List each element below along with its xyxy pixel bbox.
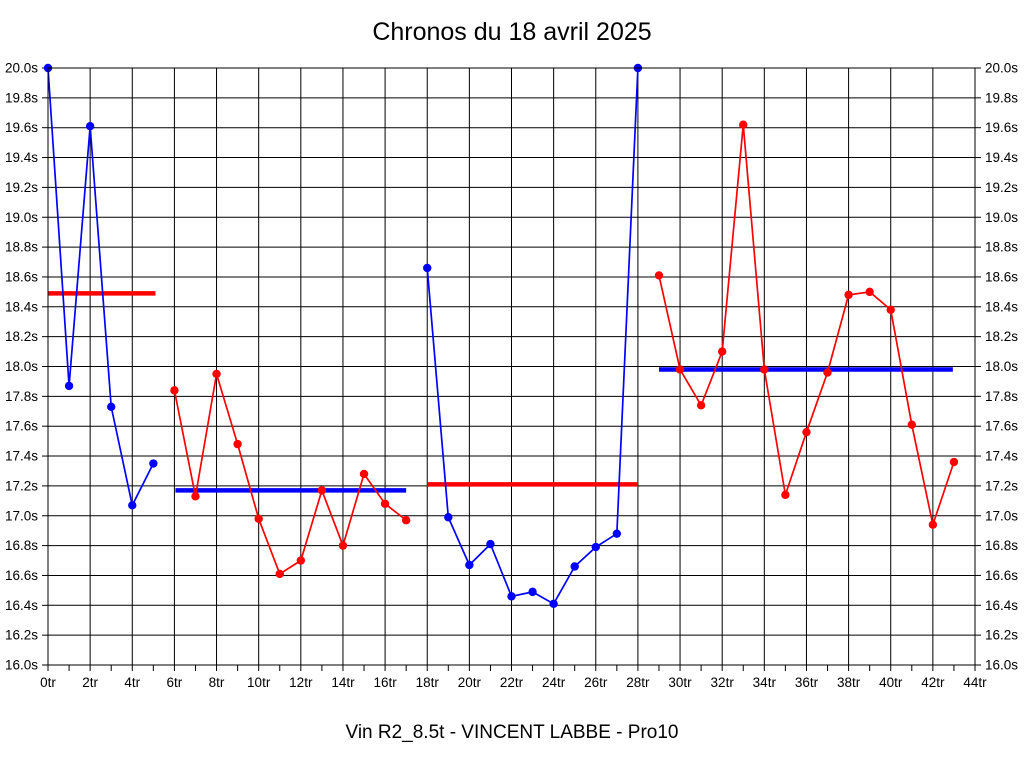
svg-text:30tr: 30tr bbox=[668, 675, 692, 690]
svg-text:16.0s: 16.0s bbox=[985, 658, 1018, 673]
svg-text:16tr: 16tr bbox=[373, 675, 397, 690]
svg-text:20.0s: 20.0s bbox=[985, 61, 1018, 76]
svg-text:16.8s: 16.8s bbox=[985, 538, 1018, 553]
svg-text:19.0s: 19.0s bbox=[985, 210, 1018, 225]
svg-text:18.0s: 18.0s bbox=[5, 359, 38, 374]
svg-text:17.2s: 17.2s bbox=[5, 478, 38, 493]
svg-text:19.8s: 19.8s bbox=[985, 90, 1018, 105]
svg-text:17.6s: 17.6s bbox=[5, 419, 38, 434]
chrono-segment-2 bbox=[170, 369, 411, 579]
svg-text:19.2s: 19.2s bbox=[985, 180, 1018, 195]
svg-text:0tr: 0tr bbox=[40, 675, 56, 690]
svg-text:18.6s: 18.6s bbox=[985, 269, 1018, 284]
svg-text:40tr: 40tr bbox=[879, 675, 903, 690]
svg-text:16.0s: 16.0s bbox=[5, 658, 38, 673]
svg-text:24tr: 24tr bbox=[542, 675, 566, 690]
chart-subtitle: Vin R2_8.5t - VINCENT LABBE - Pro10 bbox=[345, 722, 679, 743]
svg-text:26tr: 26tr bbox=[584, 675, 608, 690]
svg-text:4tr: 4tr bbox=[124, 675, 140, 690]
svg-text:20.0s: 20.0s bbox=[5, 61, 38, 76]
svg-text:19.6s: 19.6s bbox=[985, 120, 1018, 135]
svg-text:19.4s: 19.4s bbox=[985, 150, 1018, 165]
mean-lines bbox=[48, 291, 953, 493]
svg-text:16.6s: 16.6s bbox=[5, 568, 38, 583]
svg-text:17.6s: 17.6s bbox=[985, 419, 1018, 434]
svg-text:16.2s: 16.2s bbox=[5, 628, 38, 643]
chrono-segment-3 bbox=[423, 63, 643, 609]
svg-text:17.0s: 17.0s bbox=[5, 508, 38, 523]
svg-text:18.2s: 18.2s bbox=[5, 329, 38, 344]
svg-text:18.4s: 18.4s bbox=[5, 299, 38, 314]
svg-text:8tr: 8tr bbox=[209, 675, 225, 690]
svg-text:32tr: 32tr bbox=[711, 675, 735, 690]
svg-text:20tr: 20tr bbox=[458, 675, 482, 690]
svg-text:19.6s: 19.6s bbox=[5, 120, 38, 135]
svg-text:18.0s: 18.0s bbox=[985, 359, 1018, 374]
chrono-segment-4 bbox=[654, 120, 959, 529]
svg-text:16.6s: 16.6s bbox=[985, 568, 1018, 583]
chart-title: Chronos du 18 avril 2025 bbox=[372, 18, 652, 46]
svg-text:38tr: 38tr bbox=[837, 675, 861, 690]
svg-text:19.8s: 19.8s bbox=[5, 90, 38, 105]
svg-text:14tr: 14tr bbox=[331, 675, 355, 690]
svg-text:22tr: 22tr bbox=[500, 675, 524, 690]
svg-text:16.4s: 16.4s bbox=[985, 598, 1018, 613]
svg-text:44tr: 44tr bbox=[963, 675, 987, 690]
svg-text:16.4s: 16.4s bbox=[5, 598, 38, 613]
svg-text:17.4s: 17.4s bbox=[5, 449, 38, 464]
svg-text:42tr: 42tr bbox=[921, 675, 945, 690]
svg-text:19.4s: 19.4s bbox=[5, 150, 38, 165]
plot-border bbox=[47, 67, 976, 666]
svg-text:6tr: 6tr bbox=[167, 675, 183, 690]
svg-text:16.2s: 16.2s bbox=[985, 628, 1018, 643]
svg-text:18.2s: 18.2s bbox=[985, 329, 1018, 344]
svg-text:18.8s: 18.8s bbox=[985, 240, 1018, 255]
svg-text:19.0s: 19.0s bbox=[5, 210, 38, 225]
svg-text:10tr: 10tr bbox=[247, 675, 271, 690]
svg-text:12tr: 12tr bbox=[289, 675, 313, 690]
svg-text:17.2s: 17.2s bbox=[985, 478, 1018, 493]
svg-text:28tr: 28tr bbox=[626, 675, 650, 690]
svg-text:18tr: 18tr bbox=[416, 675, 440, 690]
svg-text:34tr: 34tr bbox=[753, 675, 777, 690]
svg-text:17.8s: 17.8s bbox=[985, 389, 1018, 404]
svg-text:2tr: 2tr bbox=[82, 675, 98, 690]
svg-text:18.8s: 18.8s bbox=[5, 240, 38, 255]
svg-text:18.4s: 18.4s bbox=[985, 299, 1018, 314]
svg-text:19.2s: 19.2s bbox=[5, 180, 38, 195]
svg-text:36tr: 36tr bbox=[795, 675, 819, 690]
chrono-segment-1 bbox=[43, 63, 158, 510]
svg-text:16.8s: 16.8s bbox=[5, 538, 38, 553]
svg-text:17.4s: 17.4s bbox=[985, 449, 1018, 464]
svg-text:17.0s: 17.0s bbox=[985, 508, 1018, 523]
svg-text:18.6s: 18.6s bbox=[5, 269, 38, 284]
svg-text:17.8s: 17.8s bbox=[5, 389, 38, 404]
x-tick-labels: 0tr 2tr 4tr 6tr 8tr 10tr 12tr 14tr 16tr 18tr 20tr 2… bbox=[40, 675, 987, 690]
y-tick-labels: 20.0s 20.0s 19.8s 19.8s 19.6s 19.6s 19.4s 19.4s… bbox=[5, 61, 1018, 673]
